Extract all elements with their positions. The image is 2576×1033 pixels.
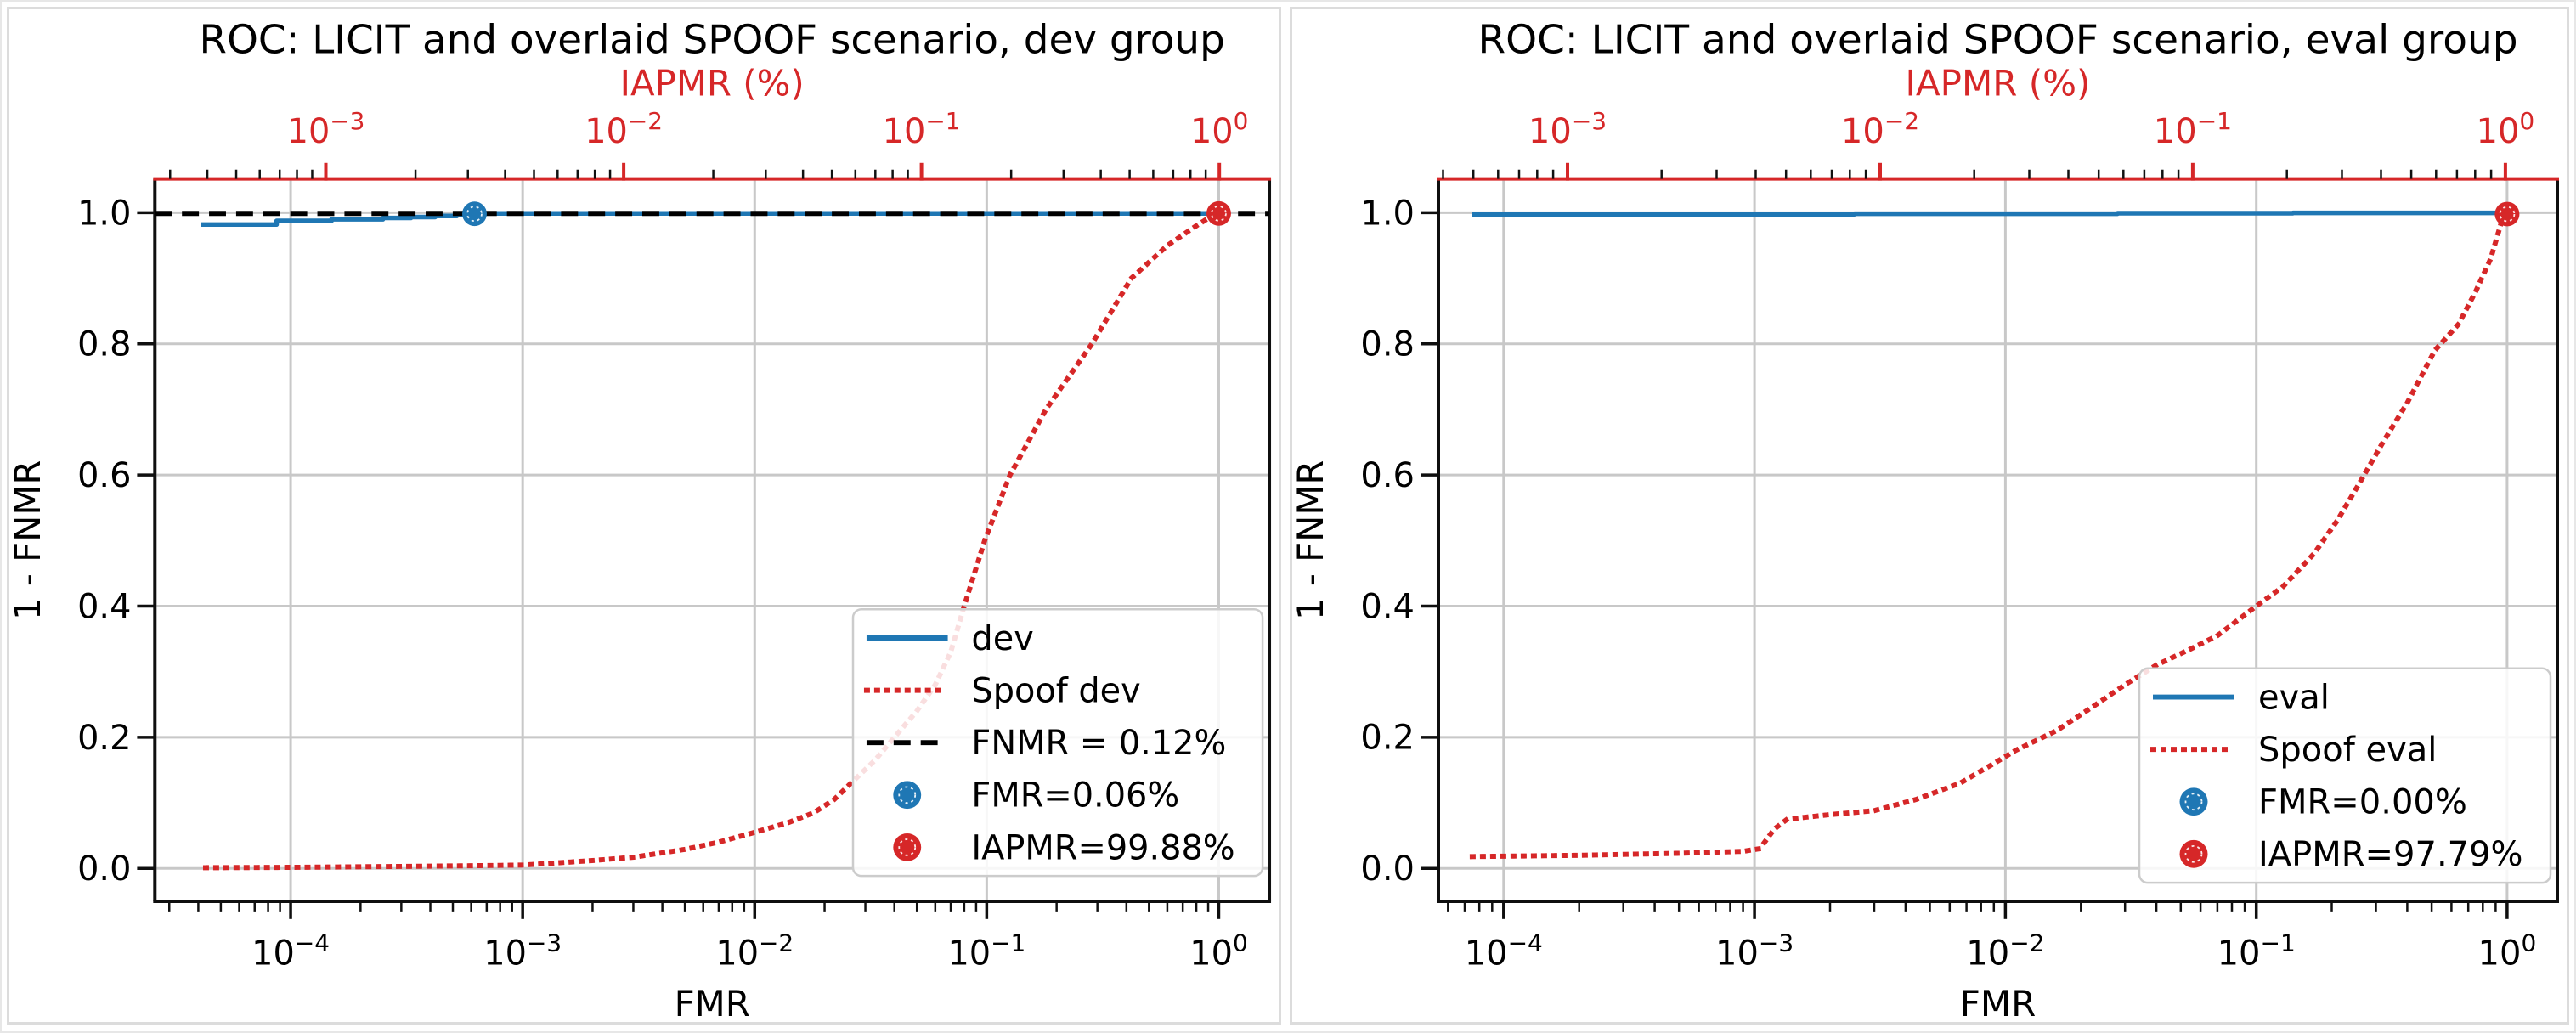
top-tick-label: 100 — [2477, 107, 2535, 151]
y-axis-label: 1 - FNMR — [9, 460, 48, 620]
legend-box — [851, 608, 1264, 878]
chart-title: ROC: LICIT and overlaid SPOOF scenario, … — [1477, 18, 2517, 64]
roc-eval-chart-canvas: 10−4 10−3 10−2 10−1 100 10−3 10−2 10−1 100 0.0 0.2… — [1292, 18, 2559, 1022]
marker-iapmr — [2494, 201, 2520, 227]
x-tick-label: 10−4 — [1465, 929, 1543, 974]
legend-swatch-dot-ring — [2184, 844, 2203, 863]
legend-swatch-dot — [2179, 839, 2208, 868]
legend-swatch-dot — [893, 833, 922, 861]
y-tick-label: 0.2 — [77, 719, 131, 758]
marker-ring — [2499, 206, 2516, 223]
y-tick-label: 0.0 — [1360, 850, 1415, 889]
top-tick-label: 10−3 — [1528, 107, 1607, 151]
marker-ring — [1211, 205, 1227, 222]
legend: eval Spoof eval FMR=0.00% IAPMR=97.79% — [2138, 667, 2552, 884]
marker-iapmr — [1206, 200, 1231, 226]
y-tick-label: 0.0 — [77, 850, 131, 889]
top-axis-label: IAPMR (%) — [620, 62, 805, 104]
marker-ring — [466, 206, 483, 223]
y-tick-label: 0.2 — [1360, 719, 1415, 758]
top-tick-label: 100 — [1190, 107, 1248, 151]
top-axis-label: IAPMR (%) — [1906, 62, 2091, 104]
y-axis-label: 1 - FNMR — [1292, 460, 1331, 620]
legend-label: dev — [971, 619, 1033, 658]
y-tick-label: 1.0 — [77, 194, 131, 233]
top-tick-label: 10−1 — [2154, 107, 2232, 151]
legend-label: FMR=0.06% — [971, 776, 1179, 816]
x-tick-label: 10−2 — [1966, 929, 2044, 974]
legend-label: FMR=0.00% — [2258, 783, 2467, 822]
legend-label: eval — [2258, 679, 2330, 718]
y-tick-label: 0.4 — [1360, 588, 1415, 627]
legend-label: Spoof dev — [971, 672, 1140, 711]
legend-swatch-dot — [2179, 787, 2208, 816]
series-eval — [1472, 210, 2507, 217]
x-axis-label: FMR — [675, 983, 750, 1022]
series-spoof-dev — [202, 210, 1220, 871]
x-tick-label: 10−3 — [1715, 929, 1794, 974]
x-tick-label: 100 — [2478, 929, 2537, 974]
legend-label: IAPMR=99.88% — [971, 828, 1234, 867]
x-tick-label: 10−1 — [2217, 929, 2296, 974]
top-tick-label: 10−2 — [585, 107, 663, 151]
legend-swatch-dot-ring — [2184, 793, 2203, 811]
roc-dev-figure: 10−4 10−3 10−2 10−1 100 10−3 10−2 10−1 100 0.0 0.2… — [7, 7, 1281, 1025]
top-tick-label: 10−1 — [883, 107, 961, 151]
top-tick-label: 10−3 — [287, 107, 365, 151]
x-tick-label: 10−3 — [483, 929, 562, 974]
x-tick-label: 10−2 — [715, 929, 794, 974]
x-axis-label: FMR — [1960, 983, 2037, 1022]
legend-label: Spoof eval — [2258, 731, 2437, 770]
y-tick-label: 0.6 — [1360, 456, 1415, 495]
roc-dev-chart-canvas: 10−4 10−3 10−2 10−1 100 10−3 10−2 10−1 100 0.0 0.2… — [9, 18, 1272, 1022]
marker-fmr — [462, 201, 487, 227]
y-tick-label: 0.4 — [77, 587, 131, 626]
y-tick-label: 0.8 — [1360, 325, 1415, 364]
legend-label: FNMR = 0.12% — [971, 724, 1226, 763]
chart-title: ROC: LICIT and overlaid SPOOF scenario, … — [200, 18, 1225, 64]
legend-swatch-dot-ring — [898, 838, 917, 856]
roc-eval-figure: 10−4 10−3 10−2 10−1 100 10−3 10−2 10−1 100 0.0 0.2… — [1290, 7, 2569, 1025]
legend-label: IAPMR=97.79% — [2258, 835, 2523, 874]
y-tick-label: 0.6 — [77, 456, 131, 495]
y-tick-label: 1.0 — [1360, 194, 1415, 233]
series-spoof-eval — [1469, 211, 2507, 860]
legend: dev Spoof dev FNMR = 0.12% FMR=0.06% IAPMR=9… — [851, 608, 1264, 878]
x-tick-label: 10−1 — [947, 929, 1025, 974]
y-tick-label: 0.8 — [77, 325, 131, 364]
legend-swatch-dot-ring — [898, 786, 917, 804]
x-tick-label: 100 — [1189, 929, 1247, 974]
x-tick-label: 10−4 — [251, 929, 330, 974]
legend-swatch-dot — [893, 781, 922, 810]
top-tick-label: 10−2 — [1841, 107, 1919, 151]
legend-box — [2138, 667, 2552, 884]
